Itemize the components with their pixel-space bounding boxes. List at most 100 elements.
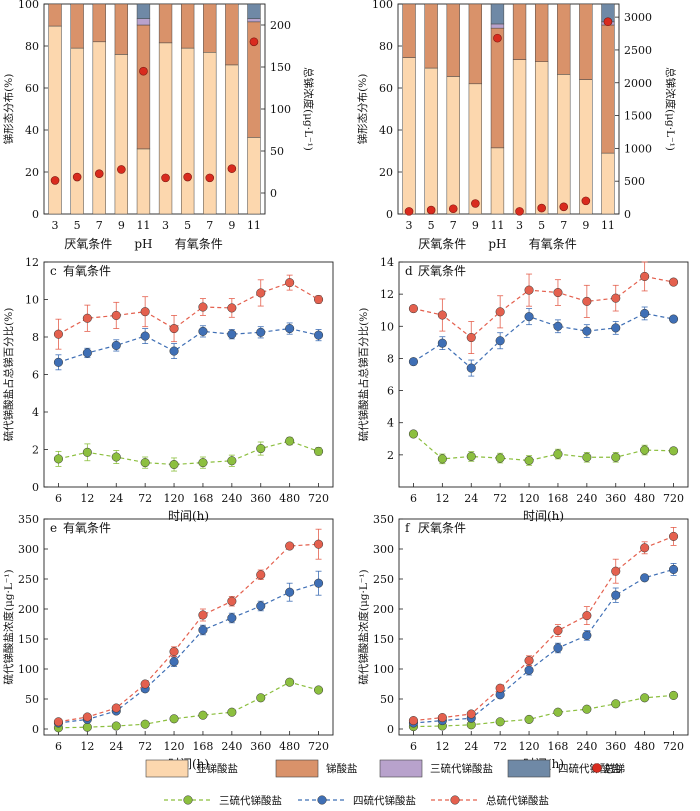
data-point-tetra_line (314, 330, 324, 340)
x-tick-label: 240 (221, 492, 242, 505)
y2-tick-label: 3000 (624, 11, 652, 24)
data-point-tri_line (140, 458, 150, 468)
x-tick-label: 6 (410, 740, 417, 753)
x-tick-label: 12 (80, 492, 94, 505)
bar-trithioantimonate (247, 18, 261, 23)
bar-antimonate (203, 3, 217, 53)
x-tick-label: 72 (138, 492, 152, 505)
y2-tick-label: 0 (270, 187, 277, 200)
data-point-tetra_line (227, 613, 237, 623)
y-tick-label: 0 (32, 723, 39, 736)
bar-antimonite (48, 25, 62, 215)
data-point-tri_line (611, 699, 621, 709)
x-tick-label: 480 (279, 492, 300, 505)
x-tick-label: 480 (634, 492, 655, 505)
data-point-total_line (553, 287, 563, 298)
y-axis-label: 硫代锑酸盐浓度(μg·L⁻¹) (357, 569, 370, 684)
bar-antimonate (402, 3, 416, 58)
y-tick-label: 250 (18, 573, 39, 586)
bar-antimonate (490, 27, 505, 149)
total-sb-point (227, 164, 237, 173)
bar-antimonate (225, 3, 239, 66)
data-point-tetra_line (408, 357, 419, 367)
y2-tick-label: 1000 (624, 142, 652, 155)
series-line-total_line (58, 281, 319, 335)
data-point-total_line (437, 713, 447, 723)
data-point-tri_line (256, 444, 266, 454)
data-point-total_line (82, 712, 92, 722)
x-tick-label: 5 (428, 219, 435, 232)
y-tick-label: 4 (32, 406, 39, 419)
data-point-total_line (524, 656, 534, 666)
data-point-total_line (524, 285, 534, 295)
data-point-tri_line (553, 707, 563, 717)
data-point-tri_line (169, 459, 179, 470)
y2-tick-label: 100 (270, 103, 291, 116)
data-point-tri_line (314, 685, 324, 695)
bar-antimonate (136, 24, 151, 150)
data-point-tri_line (524, 714, 534, 724)
data-point-tetra_line (582, 630, 592, 640)
y-tick-label: 40 (379, 124, 393, 137)
y-axis-label: 锑形态分布(%) (2, 74, 15, 145)
total-sb-point (205, 173, 215, 183)
x-tick-label: 240 (221, 740, 242, 753)
total-sb-point (493, 33, 502, 43)
data-point-tri_line (140, 719, 150, 729)
bar-antimonite (557, 74, 571, 215)
legend-swatch-tetrathioantimonate (507, 759, 551, 778)
data-point-total_line (553, 626, 563, 636)
x-group-label: 厌氧条件 (418, 237, 466, 251)
y2-tick-label: 150 (270, 61, 291, 74)
total-sb-point (448, 204, 458, 214)
y2-tick-label: 2500 (624, 44, 652, 57)
data-point-total_line (53, 717, 64, 727)
data-point-tetra_line (285, 324, 295, 334)
panel-label: f (405, 521, 411, 535)
data-point-total_line (227, 303, 237, 313)
bar-antimonite (579, 79, 593, 215)
series-line-tri_line (413, 694, 674, 728)
bar-antimonate (446, 3, 460, 77)
data-point-total_line (285, 278, 295, 288)
chart-panel-b: 020406080100357911357911b锑形态分布(%)0500100… (356, 0, 677, 251)
y-tick-label: 8 (32, 331, 39, 344)
y-tick-label: 0 (32, 481, 39, 494)
data-point-total_line (495, 683, 505, 693)
y-tick-label: 100 (18, 0, 39, 11)
x-tick-label: 5 (538, 219, 545, 232)
x-tick-label: 7 (96, 219, 103, 232)
y2-tick-label: 500 (624, 175, 645, 188)
y-tick-label: 8 (387, 352, 394, 365)
data-point-tri_line (640, 693, 650, 703)
data-point-total_line (227, 596, 237, 606)
data-point-tri_line (285, 436, 295, 446)
panel-title: 有氧条件 (63, 264, 111, 278)
x-tick-label: 24 (109, 740, 123, 753)
legend-swatch-antimonite (145, 759, 189, 778)
x-tick-label: 5 (74, 219, 81, 232)
y-tick-label: 12 (380, 288, 394, 301)
x-tick-label: 720 (308, 492, 329, 505)
data-point-tetra_line (140, 331, 150, 341)
data-point-tri_line (582, 704, 592, 714)
x-group-label: 厌氧条件 (64, 237, 112, 251)
data-point-tetra_line (466, 363, 476, 373)
total-sb-point (426, 205, 436, 215)
data-point-total_line (640, 271, 650, 282)
data-point-tetra_line (437, 338, 447, 348)
x-tick-label: 120 (164, 492, 185, 505)
chart-panels: 020406080100357911357911a锑形态分布(%)0501001… (2, 0, 689, 771)
bar-tetrathioantimonate (490, 3, 505, 25)
bar-antimonate (557, 3, 571, 75)
data-point-total_line (669, 277, 679, 287)
legend-label: 总硫代锑酸盐 (486, 794, 549, 807)
legend-label: 锑酸盐 (326, 762, 358, 775)
y-tick-label: 100 (18, 663, 39, 676)
data-point-total_line (611, 566, 621, 576)
bar-antimonite (70, 47, 84, 215)
x-tick-label: 7 (560, 219, 567, 232)
x-tick-label: 7 (450, 219, 457, 232)
panel-title: 有氧条件 (63, 521, 111, 535)
